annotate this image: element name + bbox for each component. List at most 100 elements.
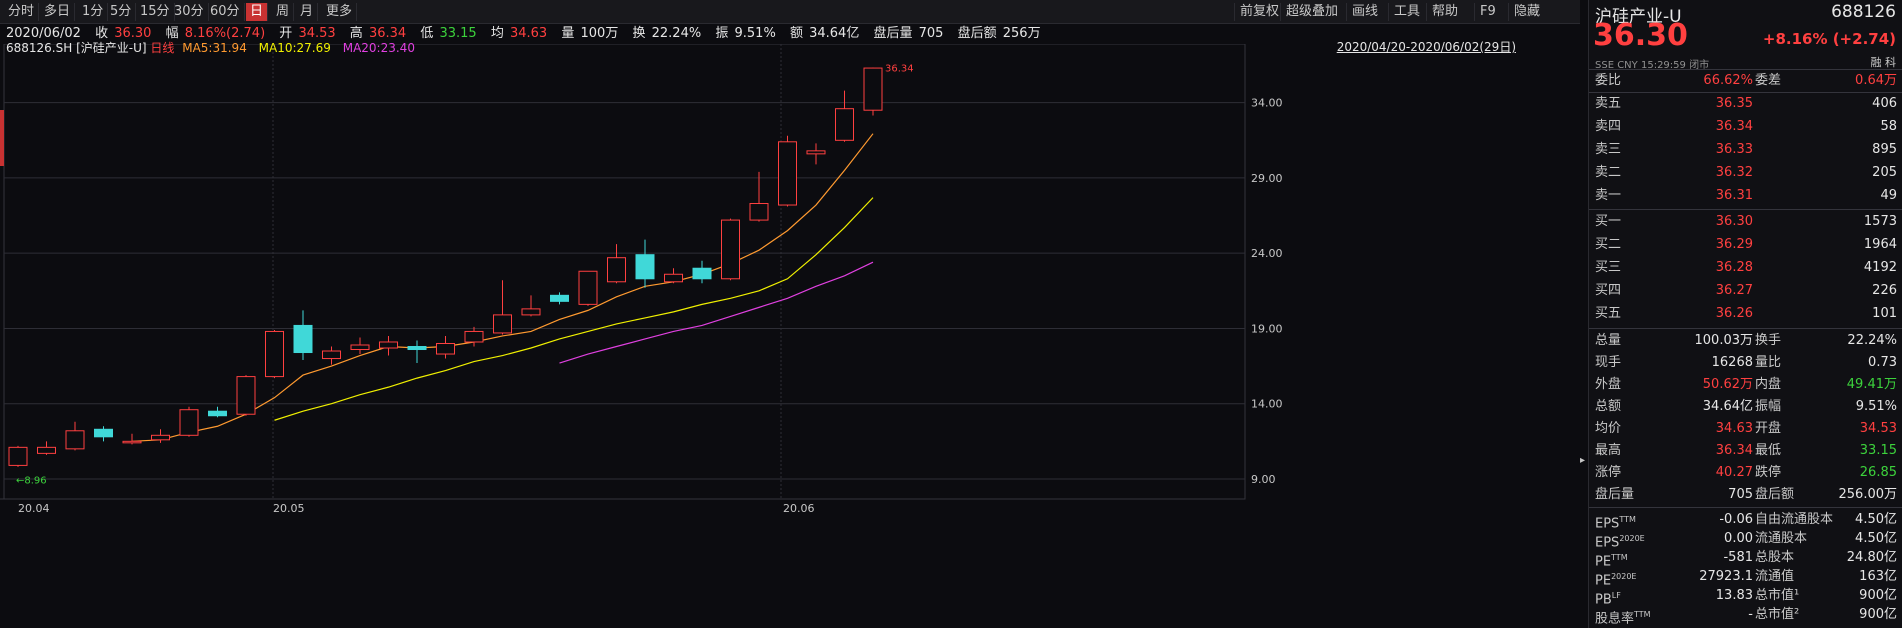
- candle: [578, 270, 598, 306]
- fundamental-row: EPSTTM -0.06 自由流通股本 4.50亿: [1589, 510, 1902, 531]
- fundamental-label: 总市值²: [1755, 607, 1800, 622]
- bid-price: 36.29: [1715, 237, 1753, 252]
- open-label: 开: [279, 26, 293, 41]
- stat-label: 量比: [1755, 355, 1782, 370]
- ask-row: 卖三 36.33 895: [1589, 139, 1902, 161]
- kline-chart[interactable]: 34.00 29.00 24.00 19.00 14.00 9.00 20.04 20.05 2…: [0, 43, 1580, 628]
- panel-toggle-icon[interactable]: ▸: [1580, 455, 1586, 466]
- bid-price: 36.26: [1715, 306, 1753, 321]
- bid-row: 买五 36.26 101: [1589, 303, 1902, 325]
- high-label: 高: [349, 26, 363, 41]
- legend-ma10: MA10:27.69: [258, 41, 331, 55]
- fundamental-value: 900亿: [1859, 588, 1897, 603]
- low-label: 低: [420, 26, 434, 41]
- candle: [151, 429, 170, 443]
- bid-price: 36.28: [1715, 260, 1753, 275]
- y-tick-label: 19.00: [1251, 322, 1283, 335]
- tool-menu-item[interactable]: 超级叠加: [1280, 3, 1343, 21]
- timeframe-tab[interactable]: 5分: [106, 3, 137, 21]
- stat-value: 34.64亿: [1702, 399, 1753, 414]
- timeframe-tab[interactable]: 1分: [78, 3, 109, 21]
- fundamental-label-sup: 2020E: [1619, 534, 1645, 543]
- candle: [607, 244, 626, 284]
- candle-body: [664, 273, 683, 283]
- candle-body: [635, 254, 655, 280]
- bid-volume: 1573: [1863, 214, 1897, 229]
- ask-row: 卖二 36.32 205: [1589, 162, 1902, 184]
- candle-body: [122, 440, 142, 444]
- timeframe-tab[interactable]: 15分: [136, 3, 175, 21]
- ah-amt-value: 256万: [1002, 26, 1041, 41]
- bid-row: 买二 36.29 1964: [1589, 234, 1902, 256]
- ask-level-label: 卖五: [1595, 96, 1622, 111]
- bid-level-label: 买四: [1595, 283, 1622, 298]
- low-value: 33.15: [439, 26, 477, 41]
- stat-row: 总额 34.64亿 振幅 9.51%: [1589, 396, 1902, 418]
- timeframe-tab[interactable]: 分时: [4, 3, 40, 21]
- stat-value: 34.53: [1859, 421, 1897, 436]
- fundamental-value: 27923.1: [1699, 569, 1753, 584]
- vol-value: 100万: [580, 26, 619, 41]
- market-meta: SSE CNY 15:29:59 闭市: [1595, 56, 1709, 71]
- divider: [1589, 328, 1902, 329]
- price-change: +8.16% (+2.74): [1762, 30, 1896, 48]
- candle: [806, 143, 826, 165]
- fundamental-value: 900亿: [1859, 607, 1897, 622]
- timeframe-tab[interactable]: 月: [296, 3, 319, 21]
- tool-menu-item[interactable]: F9: [1474, 3, 1501, 21]
- tool-menu-item[interactable]: 帮助: [1426, 3, 1463, 21]
- ask-level-label: 卖一: [1595, 188, 1622, 203]
- candle-body: [350, 344, 370, 351]
- fundamental-value: 4.50亿: [1855, 531, 1897, 546]
- stat-value: 0.73: [1868, 355, 1897, 370]
- timeframe-tab[interactable]: 多日: [40, 3, 76, 21]
- timeframe-tab[interactable]: 60分: [206, 3, 245, 21]
- stock-code: 688126: [1831, 2, 1896, 22]
- y-tick-label: 9.00: [1251, 473, 1276, 486]
- candle-body: [493, 314, 512, 334]
- ask-row: 卖五 36.35 406: [1589, 93, 1902, 115]
- fundamental-label-sup: TTM: [1634, 610, 1651, 619]
- y-tick-label: 14.00: [1251, 398, 1283, 411]
- candle: [493, 280, 512, 335]
- stat-label: 跌停: [1755, 465, 1782, 480]
- candle-body: [407, 346, 427, 351]
- vol-label: 量: [561, 26, 575, 41]
- candle: [8, 445, 28, 467]
- tool-menu-item[interactable]: 工具: [1388, 3, 1425, 21]
- ask-volume: 406: [1872, 96, 1897, 111]
- candle: [236, 375, 256, 416]
- market-status: 闭市: [1689, 60, 1710, 71]
- timeframe-tab[interactable]: 更多: [322, 3, 358, 21]
- kline-chart-area[interactable]: 34.00 29.00 24.00 19.00 14.00 9.00 20.04 20.05 2…: [0, 40, 1580, 628]
- candle-body: [37, 446, 56, 454]
- weibi-value: 66.62%: [1703, 73, 1753, 88]
- candle-body: [550, 294, 569, 302]
- fundamental-value: 13.83: [1715, 588, 1753, 603]
- fundamental-label: 总市值¹: [1755, 588, 1800, 603]
- amp-value: 9.51%: [734, 26, 776, 41]
- candle-body: [65, 430, 85, 450]
- tool-menu-item[interactable]: 隐藏: [1508, 3, 1545, 21]
- timeframe-tab[interactable]: 日: [246, 3, 269, 21]
- left-edge-marker: [0, 110, 4, 166]
- candle-body: [208, 410, 227, 417]
- candle: [721, 218, 740, 281]
- timeframe-tab[interactable]: 周: [272, 3, 295, 21]
- avg-value: 34.63: [509, 26, 548, 41]
- y-tick-label: 24.00: [1251, 247, 1283, 260]
- candle: [863, 67, 883, 116]
- tool-menu-item[interactable]: 前复权: [1234, 3, 1284, 21]
- bid-level-label: 买五: [1595, 306, 1622, 321]
- ask-level-label: 卖四: [1595, 119, 1622, 134]
- tool-menu-item[interactable]: 画线: [1346, 3, 1383, 21]
- timeframe-tab[interactable]: 30分: [170, 3, 209, 21]
- ask-volume: 205: [1872, 165, 1897, 180]
- fundamental-label-sup: 2020E: [1611, 572, 1637, 581]
- margin-tags: 融 科: [1870, 56, 1897, 69]
- legend-ma20: MA20:23.40: [342, 41, 415, 55]
- date-range-link[interactable]: 2020/04/20-2020/06/02(29日): [1336, 40, 1516, 54]
- stat-value: 36.34: [1715, 443, 1753, 458]
- fundamental-label-sup: LF: [1611, 591, 1621, 600]
- divider: [1589, 209, 1902, 210]
